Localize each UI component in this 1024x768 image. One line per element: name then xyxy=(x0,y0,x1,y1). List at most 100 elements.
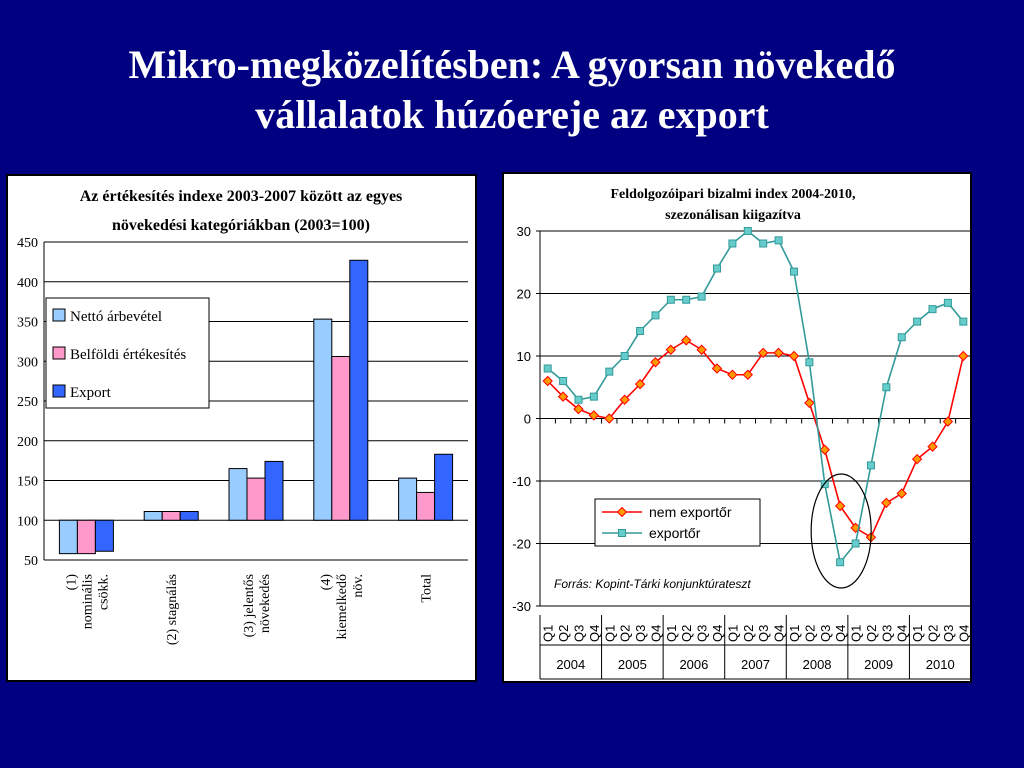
y-tick-label: 20 xyxy=(517,287,531,302)
chart-title-line-2: szezonálisan kiigazítva xyxy=(665,208,801,223)
data-point xyxy=(557,391,569,402)
bar xyxy=(331,355,351,521)
y-tick-label: -10 xyxy=(512,474,531,489)
slide-title: Mikro-megközelítésben: A gyorsan növeked… xyxy=(0,40,1024,140)
data-point xyxy=(697,292,706,301)
data-point xyxy=(636,327,645,335)
x-quarter-label: Q2 xyxy=(926,625,941,642)
x-quarter-label: Q2 xyxy=(618,625,633,642)
chart-title-line-1: Az értékesítés indexe 2003-2007 között a… xyxy=(80,188,403,205)
data-point xyxy=(757,347,769,359)
data-point xyxy=(820,480,829,489)
sales-index-bar-chart: Az értékesítés indexe 2003-2007 között a… xyxy=(17,188,468,645)
data-point xyxy=(928,305,937,314)
bar xyxy=(349,259,369,521)
y-tick-label: 350 xyxy=(17,316,38,331)
x-year-label: 2004 xyxy=(556,657,585,672)
data-point xyxy=(943,298,952,307)
x-quarter-label: Q3 xyxy=(756,625,771,642)
bar xyxy=(94,519,114,552)
data-point xyxy=(543,364,552,373)
source-note: Forrás: Kopint-Tárki konjunktúrateszt xyxy=(554,577,751,591)
x-category-label: Total xyxy=(420,574,435,603)
bar xyxy=(264,460,284,521)
x-quarter-label: Q3 xyxy=(633,625,648,642)
data-point xyxy=(882,383,891,392)
legend-swatch xyxy=(52,384,66,398)
x-category-label-line: csökk. xyxy=(96,574,111,610)
data-point xyxy=(851,539,860,548)
y-tick-label: 250 xyxy=(17,395,38,410)
x-year-label: 2009 xyxy=(864,657,893,672)
x-quarter-label: Q2 xyxy=(679,625,694,642)
data-point xyxy=(573,403,584,415)
data-point xyxy=(897,333,906,342)
x-quarter-label: Q1 xyxy=(664,625,679,642)
x-category-label-line: (3) jelentős xyxy=(242,574,257,637)
bar xyxy=(313,318,333,521)
chart-title-line-2: növekedési kategóriákban (2003=100) xyxy=(112,217,370,234)
data-point xyxy=(958,350,969,362)
x-category-label-line: (1) xyxy=(64,574,79,591)
data-point xyxy=(866,461,875,470)
bar xyxy=(76,519,96,555)
data-point xyxy=(728,239,737,248)
x-quarter-label: Q3 xyxy=(695,625,710,642)
data-point xyxy=(651,311,660,320)
x-category-label-line: Total xyxy=(420,574,435,603)
x-category-label: (3) jelentős növekedés xyxy=(242,574,273,637)
legend-label: Nettó árbevétel xyxy=(70,309,162,325)
legend-swatch xyxy=(52,308,66,322)
sales-index-chart-panel: Az értékesítés indexe 2003-2007 között a… xyxy=(6,174,477,682)
data-point xyxy=(711,363,723,374)
x-quarter-label: Q2 xyxy=(556,625,571,642)
data-point xyxy=(574,395,583,404)
bar xyxy=(398,477,418,521)
x-quarter-label: Q3 xyxy=(941,625,956,642)
data-point xyxy=(727,369,738,380)
x-quarter-label: Q4 xyxy=(895,625,910,642)
data-point xyxy=(743,227,752,235)
data-point xyxy=(559,377,568,385)
confidence-index-line-chart: Feldolgozóipari bizalmi index 2004-2010,… xyxy=(512,187,970,680)
x-quarter-label: Q4 xyxy=(587,625,602,642)
slide-title-line-1: Mikro-megközelítésben: A gyorsan növeked… xyxy=(128,42,896,87)
bar xyxy=(161,511,181,521)
data-point xyxy=(896,488,907,499)
data-point xyxy=(620,352,629,360)
y-tick-label: 10 xyxy=(517,349,531,364)
x-category-label: (1) nominális csökk. xyxy=(64,574,111,630)
data-point xyxy=(959,317,968,326)
data-point xyxy=(834,500,846,512)
data-point xyxy=(650,357,661,368)
x-quarter-label: Q4 xyxy=(833,625,848,642)
legend-swatch xyxy=(52,346,66,360)
data-point xyxy=(927,441,938,452)
data-point xyxy=(804,397,815,409)
legend: Nettó árbevétel Belföldi értékesítés Expor… xyxy=(45,297,210,409)
data-point xyxy=(773,347,784,359)
slide-title-line-2: vállalatok húzóereje az export xyxy=(255,92,769,137)
data-point xyxy=(681,335,692,346)
x-year-label: 2006 xyxy=(679,657,708,672)
data-point xyxy=(696,344,707,355)
x-year-label: 2005 xyxy=(618,657,647,672)
data-point xyxy=(665,344,677,355)
x-year-label: 2007 xyxy=(741,657,770,672)
x-category-label-line: (4) xyxy=(319,574,334,591)
x-quarter-label: Q1 xyxy=(849,625,864,642)
x-category-label-line: növ. xyxy=(351,574,366,598)
data-point xyxy=(666,295,675,304)
confidence-index-chart-panel: Feldolgozóipari bizalmi index 2004-2010,… xyxy=(502,172,972,683)
annotation-ellipse xyxy=(810,473,872,589)
x-quarter-label: Q2 xyxy=(741,625,756,642)
data-point xyxy=(774,236,783,245)
x-year-label: 2010 xyxy=(926,657,955,672)
legend: nem exportőr exportőr xyxy=(594,498,761,547)
data-point xyxy=(881,497,892,509)
x-quarter-label: Q1 xyxy=(602,625,617,642)
data-point xyxy=(942,416,954,427)
data-point xyxy=(789,267,798,276)
legend-label: exportőr xyxy=(649,525,701,541)
legend-label: Export xyxy=(70,385,112,401)
